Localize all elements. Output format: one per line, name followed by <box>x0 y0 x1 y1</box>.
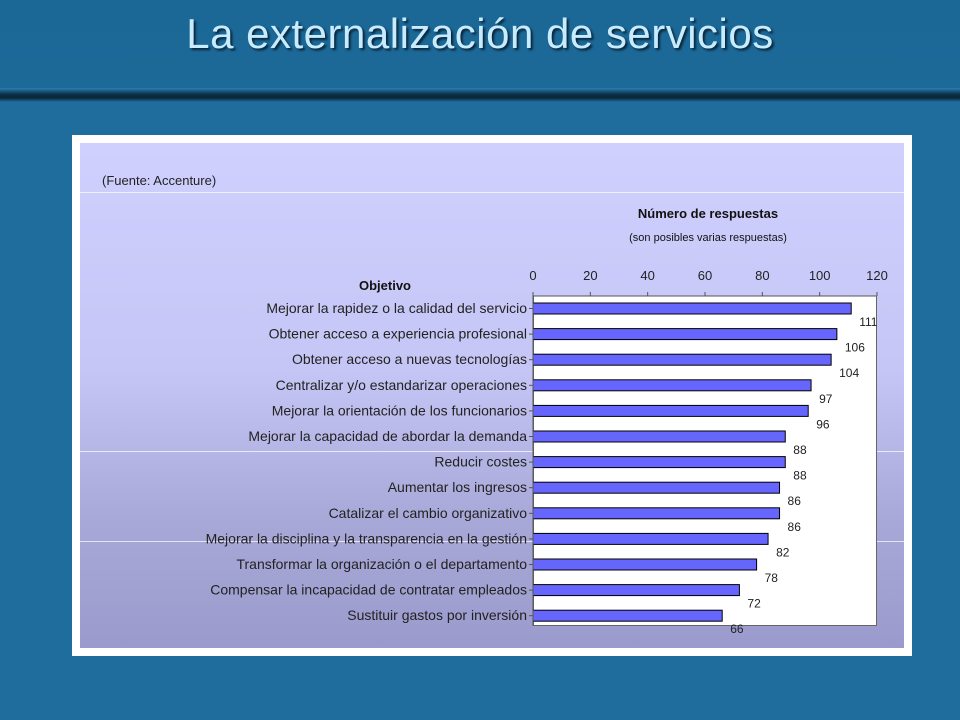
panel-divider <box>80 451 904 452</box>
bar <box>532 456 786 469</box>
panel-divider <box>80 192 904 193</box>
category-label: Aumentar los ingresos <box>388 479 527 495</box>
bar <box>532 532 769 545</box>
bar <box>532 328 838 341</box>
x-tick-label: 20 <box>583 268 597 283</box>
x-tick-label: 100 <box>809 268 831 283</box>
slide-title: La externalización de servicios <box>186 10 774 57</box>
category-label: Reducir costes <box>434 454 527 470</box>
panel-divider <box>80 541 904 542</box>
data-label: 86 <box>788 494 802 508</box>
x-tick-label: 80 <box>755 268 769 283</box>
bar <box>532 404 809 417</box>
x-tick-label: 40 <box>640 268 654 283</box>
bar <box>532 584 740 597</box>
bar <box>532 302 852 315</box>
category-label: Mejorar la orientación de los funcionari… <box>272 402 527 418</box>
bar <box>532 609 723 622</box>
chart-subtitle: (son posibles varias respuestas) <box>629 232 787 244</box>
category-label: Transformar la organización o el departa… <box>236 556 527 572</box>
bar <box>532 379 812 392</box>
data-label: 78 <box>765 571 779 585</box>
category-label: Mejorar la rapidez o la calidad del serv… <box>266 300 527 316</box>
data-label: 88 <box>793 469 807 483</box>
category-label: Centralizar y/o estandarizar operaciones <box>276 377 527 393</box>
data-label: 72 <box>747 597 761 611</box>
category-label: Obtener acceso a experiencia profesional <box>269 326 527 342</box>
category-label: Obtener acceso a nuevas tecnologías <box>292 351 527 367</box>
x-tick-label: 0 <box>529 268 536 283</box>
x-tick-label: 60 <box>698 268 712 283</box>
bar <box>532 507 781 520</box>
data-label: 104 <box>839 366 859 380</box>
bar <box>532 481 781 494</box>
title-divider <box>0 88 960 102</box>
title-band <box>0 0 960 100</box>
chart-title: Número de respuestas <box>637 206 779 221</box>
data-label: 82 <box>776 545 790 559</box>
source-note: (Fuente: Accenture) <box>102 173 217 188</box>
bar <box>532 558 758 571</box>
data-label: 96 <box>816 417 830 431</box>
bar <box>532 353 832 366</box>
data-label: 86 <box>788 520 802 534</box>
data-label: 111 <box>859 315 878 329</box>
category-label: Sustituir gastos por inversión <box>347 607 527 623</box>
category-label: Catalizar el cambio organizativo <box>329 505 528 521</box>
category-axis-title: Objetivo <box>358 278 411 293</box>
data-label: 97 <box>819 392 833 406</box>
category-label: Mejorar la disciplina y la transparencia… <box>206 530 527 546</box>
data-label: 66 <box>730 622 744 636</box>
data-label: 106 <box>845 341 865 355</box>
category-label: Mejorar la capacidad de abordar la deman… <box>248 428 527 444</box>
data-label: 88 <box>793 443 807 457</box>
category-label: Compensar la incapacidad de contratar em… <box>210 582 527 598</box>
bar <box>532 430 786 443</box>
x-tick-label: 120 <box>866 268 888 283</box>
